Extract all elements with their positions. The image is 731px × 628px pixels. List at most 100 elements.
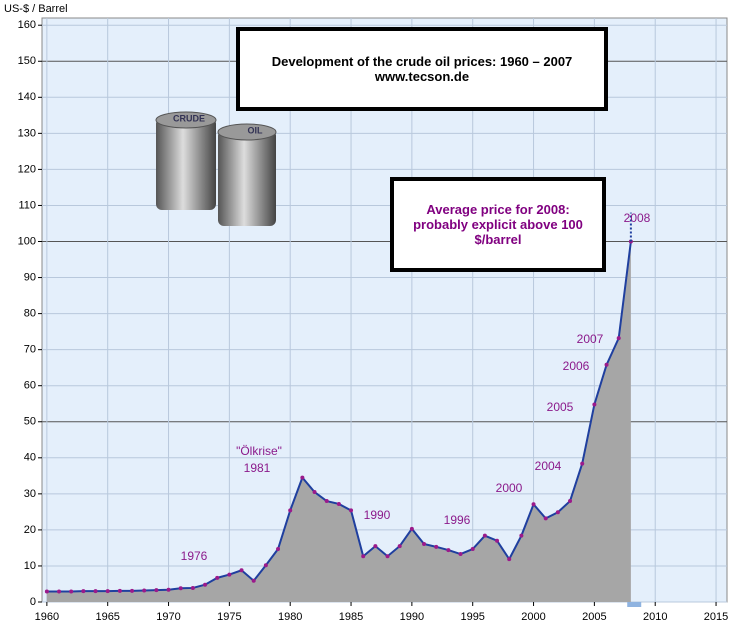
marker bbox=[349, 508, 353, 512]
annotation: 2008 bbox=[624, 211, 651, 225]
marker bbox=[227, 573, 231, 577]
marker bbox=[386, 554, 390, 558]
marker bbox=[373, 544, 377, 548]
x-tick-label: 1965 bbox=[95, 611, 119, 623]
axis-highlight bbox=[627, 602, 641, 607]
marker bbox=[471, 547, 475, 551]
annotation: 2007 bbox=[577, 332, 604, 346]
chart-subtitle: www.tecson.de bbox=[240, 69, 604, 84]
page: US-$ / Barrel 0 10 20 30 40 50 60 70 80 90 100 110 1… bbox=[0, 0, 731, 628]
note: Average price for 2008: probably explici… bbox=[412, 202, 584, 247]
marker bbox=[507, 557, 511, 561]
marker bbox=[203, 583, 207, 587]
y-tick-label: 160 bbox=[18, 19, 36, 31]
marker bbox=[142, 588, 146, 592]
y-tick-label: 70 bbox=[24, 344, 36, 356]
y-tick-label: 50 bbox=[24, 416, 36, 428]
marker bbox=[605, 363, 609, 367]
y-tick-label: 80 bbox=[24, 308, 36, 320]
y-tick-label: 40 bbox=[24, 452, 36, 464]
marker bbox=[568, 499, 572, 503]
marker bbox=[252, 579, 256, 583]
annotation: "Ölkrise" bbox=[236, 444, 282, 458]
marker bbox=[483, 534, 487, 538]
x-tick-label: 1960 bbox=[35, 611, 59, 623]
marker bbox=[130, 589, 134, 593]
marker bbox=[313, 490, 317, 494]
x-tick-label: 1980 bbox=[278, 611, 302, 623]
y-tick-label: 0 bbox=[30, 596, 36, 608]
y-tick-label: 140 bbox=[18, 91, 36, 103]
marker bbox=[154, 588, 158, 592]
chart-title: Development of the crude oil prices: 196… bbox=[240, 54, 604, 69]
marker bbox=[288, 508, 292, 512]
x-tick-label: 1975 bbox=[217, 611, 241, 623]
annotation: 1996 bbox=[444, 513, 471, 527]
x-tick-label: 2005 bbox=[582, 611, 606, 623]
y-tick-label: 100 bbox=[18, 235, 36, 247]
marker bbox=[94, 589, 98, 593]
title-box: Development of the crude oil prices: 196… bbox=[236, 27, 608, 111]
marker bbox=[446, 548, 450, 552]
drum bbox=[156, 118, 216, 210]
note-box: Average price for 2008: probably explici… bbox=[390, 177, 606, 272]
y-tick-label: 90 bbox=[24, 271, 36, 283]
y-tick-label: 130 bbox=[18, 127, 36, 139]
y-tick-label: 150 bbox=[18, 55, 36, 67]
marker bbox=[410, 527, 414, 531]
marker bbox=[532, 502, 536, 506]
y-tick-label: 10 bbox=[24, 560, 36, 572]
annotation: 1976 bbox=[181, 549, 208, 563]
x-tick-label: 2015 bbox=[704, 611, 728, 623]
annotation: 2006 bbox=[563, 359, 590, 373]
marker bbox=[398, 544, 402, 548]
marker bbox=[337, 502, 341, 506]
marker bbox=[57, 590, 61, 594]
drum bbox=[218, 130, 276, 226]
marker bbox=[495, 539, 499, 543]
annotation: 2004 bbox=[535, 459, 562, 473]
marker bbox=[434, 545, 438, 549]
y-tick-label: 20 bbox=[24, 524, 36, 536]
marker bbox=[556, 510, 560, 514]
annotation: 1981 bbox=[244, 461, 271, 475]
marker bbox=[459, 552, 463, 556]
annotation: 2000 bbox=[496, 481, 523, 495]
marker bbox=[276, 547, 280, 551]
marker bbox=[167, 588, 171, 592]
marker bbox=[544, 516, 548, 520]
marker bbox=[215, 576, 219, 580]
marker bbox=[361, 554, 365, 558]
annotation: 1990 bbox=[364, 508, 391, 522]
drum-label: CRUDE bbox=[173, 113, 205, 123]
marker bbox=[45, 590, 49, 594]
x-tick-label: 1990 bbox=[400, 611, 424, 623]
y-axis-label: US-$ / Barrel bbox=[4, 3, 68, 15]
drum-label: OIL bbox=[248, 125, 264, 135]
marker bbox=[325, 499, 329, 503]
x-tick-label: 2000 bbox=[521, 611, 545, 623]
x-tick-label: 1970 bbox=[156, 611, 180, 623]
marker bbox=[106, 589, 110, 593]
x-tick-label: 1995 bbox=[460, 611, 484, 623]
x-tick-label: 2010 bbox=[643, 611, 667, 623]
marker bbox=[592, 402, 596, 406]
marker bbox=[617, 336, 621, 340]
y-tick-label: 120 bbox=[18, 163, 36, 175]
marker bbox=[118, 589, 122, 593]
y-tick-label: 30 bbox=[24, 488, 36, 500]
marker bbox=[264, 563, 268, 567]
marker bbox=[81, 589, 85, 593]
marker bbox=[300, 476, 304, 480]
marker bbox=[240, 568, 244, 572]
marker bbox=[179, 586, 183, 590]
x-tick-label: 1985 bbox=[339, 611, 363, 623]
marker bbox=[422, 542, 426, 546]
marker bbox=[519, 534, 523, 538]
y-tick-label: 110 bbox=[18, 199, 36, 211]
annotation: 2005 bbox=[547, 400, 574, 414]
marker bbox=[580, 462, 584, 466]
marker bbox=[69, 590, 73, 594]
y-tick-label: 60 bbox=[24, 380, 36, 392]
marker bbox=[191, 586, 195, 590]
